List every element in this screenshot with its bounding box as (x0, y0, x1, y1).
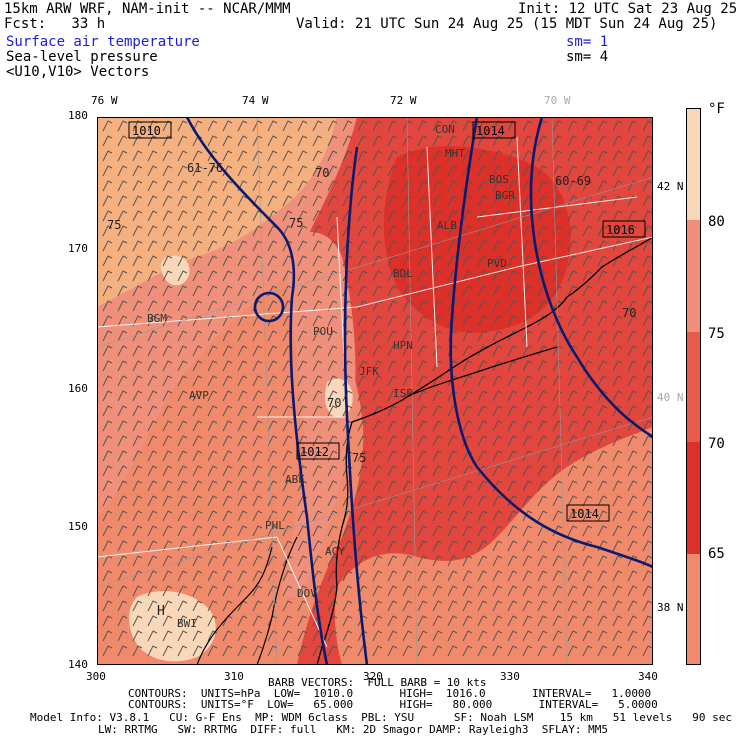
city-label: BGM (147, 312, 167, 325)
colorbar-label: 65 (708, 546, 725, 562)
colorbar-band (686, 108, 701, 220)
temp-label: 60-69 (555, 174, 591, 188)
high-pressure-label: H (157, 604, 165, 619)
field-vectors: <U10,V10> Vectors (6, 64, 150, 80)
isobar-label: 1010 (132, 124, 161, 138)
colorbar-band (686, 554, 701, 664)
temperature-contour-info: CONTOURS: UNITS=°F LOW= 65.000 HIGH= 80.… (128, 698, 658, 711)
lat-label: 42 N (657, 180, 684, 193)
colorbar-label: 80 (708, 214, 725, 230)
grid-x-tick: 320 (363, 670, 383, 683)
lon-label: 74 W (242, 94, 269, 107)
colorbar-band (686, 442, 701, 554)
city-label: POU (313, 325, 333, 338)
city-label: ACY (325, 545, 345, 558)
isobar-label: 1014 (570, 507, 599, 521)
temp-label: 70 (315, 166, 329, 180)
colorbar-label: 75 (708, 326, 725, 342)
city-label: PVD (487, 257, 507, 270)
city-label: ALB (437, 219, 457, 232)
lon-label: 72 W (390, 94, 417, 107)
grid-y-tick: 160 (68, 382, 88, 395)
lat-label: 38 N (657, 601, 684, 614)
city-label: JFK (359, 365, 379, 378)
temp-band-65-70 (97, 117, 337, 307)
isobars (185, 117, 653, 665)
city-label: HPN (393, 339, 413, 352)
temperature-colorbar (686, 108, 701, 665)
city-label: BWI (177, 617, 197, 630)
temp-label: 75 (107, 218, 121, 232)
colorbar-band (686, 332, 701, 442)
grid-x-tick: 310 (224, 670, 244, 683)
grid-y-tick: 150 (68, 520, 88, 533)
temp-label: 70 (327, 396, 341, 410)
temp-band-core (383, 146, 571, 333)
city-label: CON (435, 123, 455, 136)
graticule (97, 117, 653, 665)
isobar-label: 1016 (606, 223, 635, 237)
weather-map: 1010 1014 1016 1012 1014 61-76 75 70 75 … (97, 117, 653, 665)
long-island-coast (406, 346, 558, 398)
forecast-hour: Fcst: 33 h (4, 16, 106, 32)
field-pressure-smoothing: sm= 4 (566, 49, 609, 65)
city-label: BOS (489, 173, 509, 186)
temp-label: 75 (352, 451, 366, 465)
isobar-label: 1014 (476, 124, 505, 138)
wind-barbs (102, 120, 653, 657)
lat-label: 40 N (657, 391, 684, 404)
isobar-labels: 1010 1014 1016 1012 1014 (128, 121, 646, 522)
city-label: MHT (445, 147, 465, 160)
chesapeake-coast (196, 546, 273, 665)
model-physics-info: LW: RRTMG SW: RRTMG DIFF: full KM: 2D Sm… (98, 723, 608, 736)
field-temperature: Surface air temperature (6, 34, 200, 50)
colorbar-label: 70 (708, 436, 725, 452)
city-label: AVP (189, 389, 209, 402)
grid-x-tick: 340 (638, 670, 658, 683)
delaware-bay-coast (256, 536, 298, 665)
city-label: DOV (297, 587, 317, 600)
grid-y-tick: 140 (68, 658, 88, 671)
temp-label: 75 (289, 216, 303, 230)
pressure-contour-info: CONTOURS: UNITS=hPa LOW= 1010.0 HIGH= 10… (128, 687, 652, 700)
temp-labels: 61-76 75 70 75 60-69 70 75 70 (107, 161, 636, 465)
city-label: BDL (393, 267, 413, 280)
grid-x-tick: 300 (86, 670, 106, 683)
isobar-label: 1012 (300, 445, 329, 459)
temp-label: 70 (622, 306, 636, 320)
temp-patch-light (160, 255, 190, 286)
field-temperature-smoothing: sm= 1 (566, 34, 609, 50)
grid-x-tick: 330 (500, 670, 520, 683)
lon-label: 76 W (91, 94, 118, 107)
city-label: ABE (285, 473, 305, 486)
init-time: Init: 12 UTC Sat 23 Aug 25 (518, 1, 738, 17)
model-title: 15km ARW WRF, NAM-init -- NCAR/MMM (4, 1, 291, 17)
model-info: Model Info: V3.8.1 CU: G-F Ens MP: WDM 6… (30, 711, 732, 724)
city-labels: CON MHT BOS BGR PVD BDL ALB POU HPN ISP … (147, 123, 515, 630)
wind-barb-field (102, 120, 653, 657)
colorbar-band (686, 220, 701, 332)
city-label: PHL (265, 519, 285, 532)
valid-time: Valid: 21 UTC Sun 24 Aug 25 (15 MDT Sun … (296, 16, 718, 32)
temp-label: 61-76 (187, 161, 223, 175)
colorbar-unit: °F (708, 101, 725, 117)
city-label: ISP (393, 387, 413, 400)
map-frame (97, 117, 653, 665)
field-pressure: Sea-level pressure (6, 49, 158, 65)
temp-band-ocean-cool (517, 427, 653, 665)
temp-band-valley (282, 232, 356, 597)
state-borders (97, 136, 653, 648)
lon-label: 70 W (544, 94, 571, 107)
grid-y-tick: 170 (68, 242, 88, 255)
city-label: BGR (495, 189, 515, 202)
barb-legend: BARB VECTORS: FULL BARB = 10 kts (268, 676, 487, 689)
grid-y-tick: 180 (68, 109, 88, 122)
